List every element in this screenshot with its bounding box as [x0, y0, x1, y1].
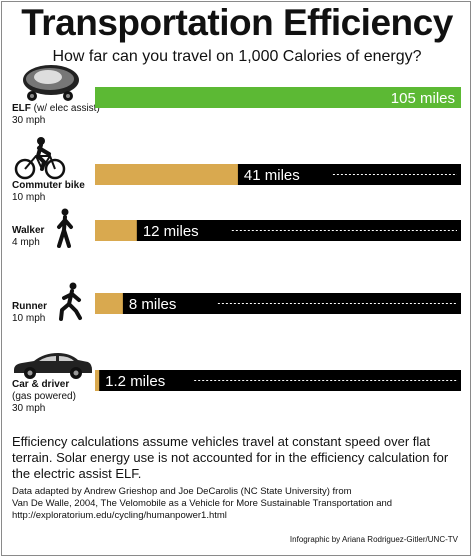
credits: Data adapted by Andrew Grieshop and Joe …	[12, 486, 464, 522]
chart-title: Transportation Efficiency	[21, 2, 453, 43]
velomobile-icon	[23, 65, 79, 101]
row-speed: 30 mph	[12, 115, 46, 126]
credits-line: http://exploratorium.edu/cycling/humanpo…	[12, 510, 227, 521]
data-label-commuter-bike: 41 miles	[244, 167, 300, 184]
row-speed: 4 mph	[12, 237, 40, 248]
bar-runner	[95, 293, 123, 314]
row-name: Commuter bike	[12, 180, 85, 191]
bar-car-driver	[95, 370, 100, 391]
row-speed: 10 mph	[12, 313, 46, 324]
bar-walker	[95, 220, 137, 241]
footnote: Efficiency calculations assume vehicles …	[12, 434, 449, 481]
row-name: ELF	[12, 103, 31, 114]
byline: Infographic by Ariana Rodriguez-Gitler/U…	[289, 535, 458, 544]
row-detail: (gas powered)	[12, 391, 76, 402]
row-label-car: Car & driver (gas powered) 30 mph	[12, 379, 76, 415]
row-label-commuter-bike: Commuter bike 10 mph	[12, 180, 85, 204]
data-label-runner: 8 miles	[129, 296, 177, 313]
runner-icon	[59, 282, 82, 321]
bar-commuter-bike	[95, 164, 238, 185]
row-label-walker: Walker 4 mph	[12, 225, 44, 249]
row-label-elf: ELF (w/ elec assist) 30 mph	[12, 103, 100, 127]
cyclist-icon	[14, 137, 66, 180]
row-label-runner: Runner 10 mph	[12, 301, 47, 325]
row-speed: 10 mph	[12, 192, 46, 203]
credits-line: Data adapted by Andrew Grieshop and Joe …	[12, 486, 352, 497]
data-label-elf: 105 miles	[391, 90, 455, 107]
bar-track-walker	[95, 220, 461, 241]
bar-elf	[95, 87, 461, 108]
row-detail: (w/ elec assist)	[33, 103, 100, 114]
credits-line: Van De Walle, 2004, The Velomobile as a …	[12, 498, 393, 509]
bar-track-car-driver	[95, 370, 461, 391]
chart-subtitle: How far can you travel on 1,000 Calories…	[52, 48, 422, 65]
row-name: Car & driver	[12, 379, 70, 390]
car-icon	[14, 353, 92, 379]
row-name: Runner	[12, 301, 47, 312]
row-name: Walker	[12, 225, 45, 236]
walker-icon	[57, 208, 73, 248]
data-label-walker: 12 miles	[143, 223, 199, 240]
row-speed: 30 mph	[12, 403, 46, 414]
data-label-car-driver: 1.2 miles	[105, 373, 165, 390]
